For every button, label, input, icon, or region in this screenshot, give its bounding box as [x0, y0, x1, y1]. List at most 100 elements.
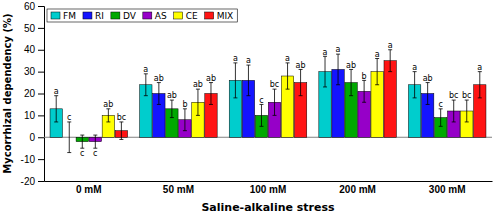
error-bar: [54, 96, 58, 122]
letter: c: [80, 149, 84, 158]
legend-swatch: [174, 12, 183, 19]
error-bar: [375, 59, 379, 85]
letter: a: [412, 63, 417, 72]
tick-label: 0 mM: [76, 184, 102, 195]
letter: a: [375, 50, 380, 59]
error-bar: [119, 122, 123, 140]
error-bar: [336, 54, 340, 85]
series: [67, 54, 434, 152]
error-bar: [426, 83, 430, 105]
letter: a: [285, 54, 290, 63]
tick: -10: [21, 154, 44, 165]
legend-item: FM: [51, 11, 76, 21]
error-bar: [273, 89, 277, 115]
legend-item: DV: [111, 11, 137, 21]
letter: c: [259, 96, 263, 105]
legend-label: DV: [123, 11, 137, 21]
tick: -20: [21, 176, 44, 187]
tick-mark: [38, 50, 44, 51]
tick-mark: [38, 181, 44, 182]
letter: c: [438, 100, 442, 109]
legend-swatch: [143, 12, 152, 19]
letter: bc: [270, 80, 279, 89]
tick: 30: [24, 66, 44, 77]
error-bar: [93, 135, 97, 148]
tick: 50 mM: [163, 181, 194, 195]
legend-item: AS: [143, 11, 167, 21]
tick-label: 30: [24, 66, 36, 77]
letter: ab: [296, 61, 306, 70]
series: [50, 56, 421, 137]
plot-area: [44, 50, 492, 153]
tick-label: -20: [21, 176, 36, 187]
letters: aaaaacabaaabcabcabccbbcbbcababaabcbcabab…: [54, 41, 483, 158]
error-bar: [170, 100, 174, 118]
series: [89, 80, 460, 148]
letter: a: [54, 87, 59, 96]
legend-label: FM: [63, 11, 76, 21]
error-bar: [478, 72, 482, 98]
legend-item: RI: [83, 11, 104, 21]
error-bar: [413, 72, 417, 98]
letter: a: [323, 48, 328, 57]
tick-label: 10: [24, 110, 36, 121]
error-bar: [233, 63, 237, 98]
tick-mark: [38, 6, 44, 7]
error-bar: [465, 100, 469, 122]
error-bar: [157, 83, 161, 105]
tick-label: 200 mM: [339, 184, 376, 195]
tick-mark: [38, 28, 44, 29]
letter: bc: [117, 113, 126, 122]
letter: c: [67, 113, 71, 122]
legend-item: CE: [174, 11, 198, 21]
letter: ab: [423, 74, 433, 83]
letter: ab: [346, 61, 356, 70]
tick-label: -10: [21, 154, 36, 165]
series: [102, 59, 473, 138]
letter: ab: [193, 80, 203, 89]
tick: 50: [24, 23, 44, 34]
letter: a: [233, 54, 238, 63]
legend-swatch: [51, 12, 60, 19]
legend-label: CE: [186, 11, 198, 21]
error-bar: [349, 69, 353, 95]
tick: 40: [24, 44, 44, 55]
legend-frame: [47, 9, 237, 22]
letter: a: [388, 41, 393, 50]
letter: bc: [449, 91, 458, 100]
tick-label: 50: [24, 23, 36, 34]
tick: 200 mM: [339, 181, 376, 195]
error-bar: [439, 109, 443, 127]
letter: ab: [206, 74, 216, 83]
legend-label: RI: [95, 11, 104, 21]
letter: ab: [154, 74, 164, 83]
tick-label: 50 mM: [163, 184, 194, 195]
error-bar: [106, 109, 110, 122]
tick: 10: [24, 110, 44, 121]
error-bar: [183, 109, 187, 131]
tick-mark: [38, 115, 44, 116]
letter: c: [93, 149, 97, 158]
error-bar: [259, 104, 263, 126]
error-bar: [196, 89, 200, 115]
tick-label: 100 mM: [250, 184, 287, 195]
tick-label: 60: [24, 1, 36, 12]
tick: 0: [29, 132, 44, 143]
x-axis-title: Saline-alkaline stress: [201, 201, 335, 214]
tick-label: 40: [24, 44, 36, 55]
tick-mark: [38, 137, 44, 138]
letter: ab: [167, 91, 177, 100]
tick: 300 mM: [429, 181, 466, 195]
legend-item: MIX: [205, 11, 234, 21]
letter: a: [143, 65, 148, 74]
tick: 100 mM: [250, 181, 287, 195]
axis-line: [38, 7, 45, 182]
tick-mark: [38, 72, 44, 73]
error-bar: [144, 74, 148, 96]
letter: a: [336, 45, 341, 54]
series: [115, 50, 486, 140]
y-axis: -20 -10 0 10 20 30 40 50 60: [21, 1, 45, 187]
tick-label: 20: [24, 88, 36, 99]
error-bar: [67, 122, 71, 153]
error-bar: [299, 69, 303, 95]
